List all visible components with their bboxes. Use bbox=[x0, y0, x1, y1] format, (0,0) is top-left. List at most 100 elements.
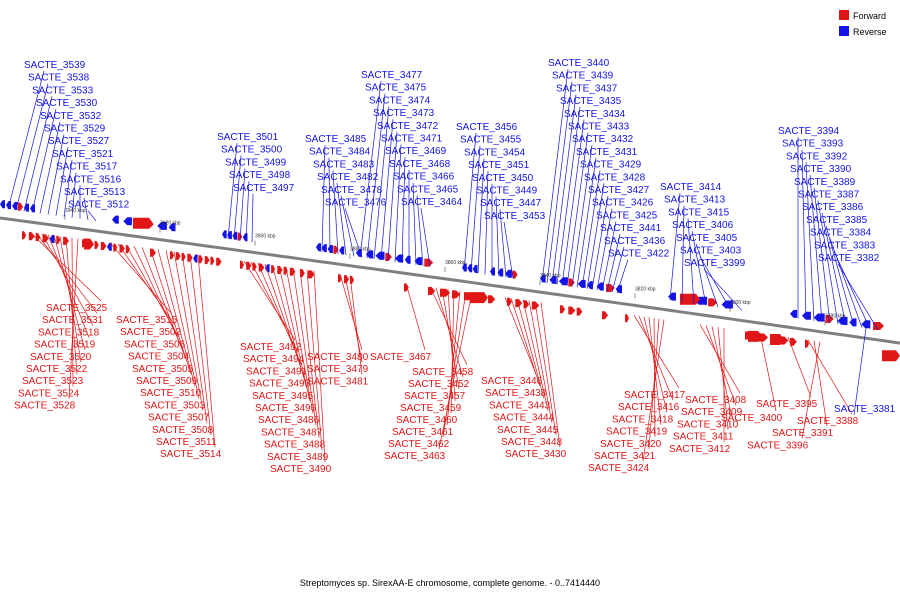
forward-leader-line bbox=[189, 253, 212, 436]
tick-label: 3900 kbp bbox=[255, 234, 276, 240]
reverse-gene-arrow bbox=[375, 251, 385, 260]
reverse-leader-line bbox=[561, 119, 585, 286]
gene-label: SACTE_3437 bbox=[556, 83, 618, 94]
legend-forward-swatch bbox=[839, 10, 849, 20]
forward-leader-line bbox=[405, 283, 426, 351]
gene-label: SACTE_3445 bbox=[497, 425, 559, 436]
gene-label: SACTE_3422 bbox=[608, 249, 670, 260]
reverse-leader-line bbox=[366, 93, 386, 259]
forward-gene-arrow bbox=[873, 322, 884, 330]
forward-leader-line bbox=[339, 274, 363, 351]
reverse-leader-line bbox=[227, 142, 238, 239]
gene-label: SACTE_3390 bbox=[790, 164, 852, 175]
forward-leader-line bbox=[787, 336, 812, 398]
forward-gene-arrow bbox=[523, 300, 530, 309]
reverse-leader-line bbox=[556, 107, 581, 285]
reverse-leader-line bbox=[503, 221, 514, 279]
gene-label: SACTE_3452 bbox=[408, 379, 470, 390]
forward-leader-line bbox=[65, 236, 78, 375]
tick-label: 3800 kbp bbox=[730, 300, 751, 306]
forward-gene-arrow bbox=[258, 263, 265, 272]
reverse-gene-arrow bbox=[242, 233, 248, 242]
gene-label: SACTE_3449 bbox=[476, 186, 538, 197]
gene-label: SACTE_3440 bbox=[548, 58, 610, 69]
reverse-leader-line bbox=[817, 200, 839, 325]
gene-label: SACTE_3430 bbox=[505, 449, 567, 460]
forward-gene-arrow bbox=[150, 248, 156, 257]
reverse-leader-line bbox=[245, 181, 250, 242]
forward-gene-arrow bbox=[748, 330, 762, 342]
reverse-leader-line bbox=[601, 221, 617, 291]
reverse-leader-line bbox=[576, 157, 597, 288]
reverse-leader-line bbox=[15, 83, 49, 211]
reverse-leader-line bbox=[695, 243, 719, 308]
gene-label: SACTE_3507 bbox=[148, 413, 210, 424]
forward-leader-line bbox=[349, 275, 363, 375]
gene-label: SACTE_3414 bbox=[660, 182, 722, 193]
gene-label: SACTE_3485 bbox=[305, 134, 367, 145]
reverse-leader-line bbox=[699, 256, 731, 310]
reverse-leader-line bbox=[373, 106, 390, 260]
reverse-leader-line bbox=[477, 158, 485, 274]
gene-label: SACTE_3488 bbox=[264, 440, 326, 451]
gene-label: SACTE_3479 bbox=[307, 364, 369, 375]
reverse-leader-line bbox=[805, 162, 815, 321]
forward-gene-arrow bbox=[708, 298, 718, 307]
reverse-gene-arrow bbox=[321, 244, 327, 253]
reverse-leader-line bbox=[336, 183, 347, 256]
gene-label: SACTE_3471 bbox=[381, 134, 443, 145]
gene-label: SACTE_3465 bbox=[397, 184, 459, 195]
gene-label: SACTE_3426 bbox=[592, 198, 654, 209]
forward-leader-line bbox=[29, 231, 102, 302]
forward-leader-line bbox=[264, 263, 305, 377]
tick-label: 3840 kbp bbox=[540, 273, 561, 279]
reverse-leader-line bbox=[687, 218, 695, 304]
forward-leader-line bbox=[450, 290, 455, 414]
reverse-leader-line bbox=[31, 109, 57, 213]
gene-label: SACTE_3434 bbox=[564, 109, 626, 120]
legend-reverse-label: Reverse bbox=[853, 27, 887, 37]
reverse-gene-arrow bbox=[813, 313, 825, 322]
reverse-leader-line bbox=[825, 225, 855, 327]
gene-label: SACTE_3394 bbox=[778, 126, 840, 137]
reverse-leader-line bbox=[470, 145, 481, 273]
forward-gene-arrow bbox=[210, 256, 215, 265]
forward-leader-line bbox=[285, 266, 314, 414]
reverse-gene-arrow bbox=[577, 279, 586, 288]
gene-label: SACTE_3382 bbox=[818, 253, 880, 264]
gene-label: SACTE_3419 bbox=[606, 427, 668, 438]
reverse-leader-line bbox=[7, 70, 45, 210]
reverse-leader-line bbox=[71, 172, 77, 218]
forward-gene-arrow bbox=[100, 242, 107, 250]
forward-gene-arrow bbox=[680, 293, 700, 305]
forward-gene-arrow bbox=[625, 314, 629, 323]
gene-label: SACTE_3533 bbox=[32, 85, 94, 96]
gene-label: SACTE_3508 bbox=[152, 425, 214, 436]
gene-label: SACTE_3420 bbox=[600, 439, 662, 450]
forward-leader-line bbox=[181, 252, 208, 423]
forward-leader-line bbox=[109, 242, 172, 314]
reverse-leader-line bbox=[463, 132, 477, 272]
gene-label: SACTE_3395 bbox=[756, 399, 818, 410]
reverse-leader-line bbox=[39, 121, 61, 214]
forward-leader-line bbox=[807, 339, 853, 415]
reverse-leader-line bbox=[833, 251, 871, 329]
forward-gene-arrow bbox=[488, 295, 496, 304]
gene-label: SACTE_3474 bbox=[369, 95, 431, 106]
forward-leader-line bbox=[446, 290, 461, 426]
gene-label: SACTE_3406 bbox=[672, 220, 734, 231]
gene-label: SACTE_3428 bbox=[584, 172, 646, 183]
forward-gene-arrow bbox=[770, 334, 784, 345]
gene-label: SACTE_3443 bbox=[489, 400, 551, 411]
reverse-gene-arrow bbox=[0, 200, 5, 209]
gene-label: SACTE_3463 bbox=[384, 451, 446, 462]
forward-leader-line bbox=[699, 324, 741, 394]
reverse-leader-line bbox=[401, 157, 406, 263]
forward-gene-arrow bbox=[602, 311, 608, 320]
gene-label: SACTE_3436 bbox=[604, 236, 666, 247]
forward-gene-arrow bbox=[338, 274, 342, 283]
gene-label: SACTE_3421 bbox=[594, 451, 656, 462]
gene-label: SACTE_3496 bbox=[255, 403, 317, 414]
gene-label: SACTE_3493 bbox=[249, 379, 311, 390]
forward-gene-arrow bbox=[125, 245, 130, 254]
